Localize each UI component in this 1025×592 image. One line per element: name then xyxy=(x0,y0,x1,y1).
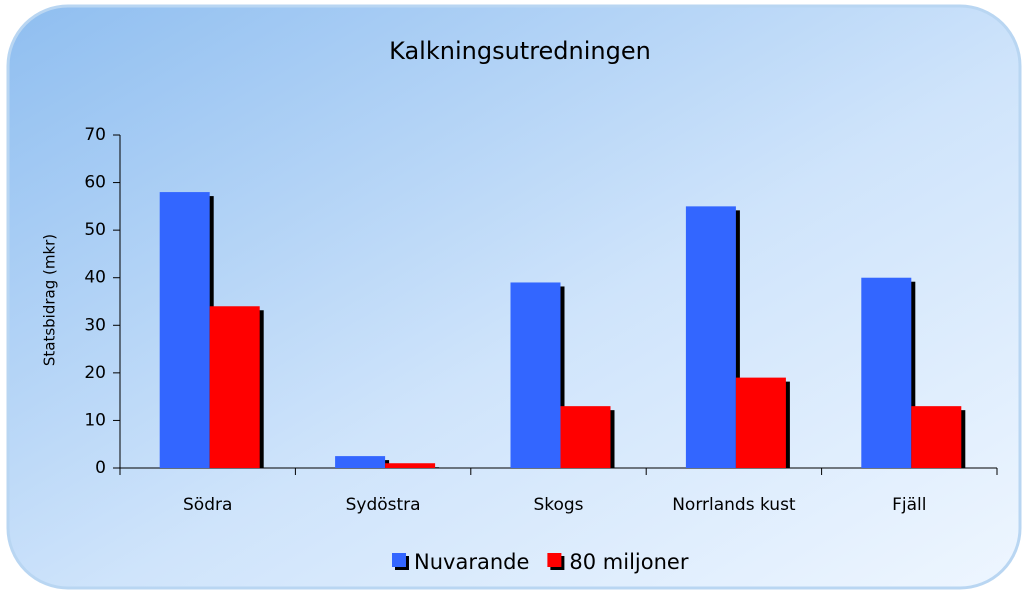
y-tick-label: 60 xyxy=(84,173,106,193)
legend-swatch xyxy=(547,553,562,567)
x-tick-label: Skogs xyxy=(533,495,583,515)
legend-swatch xyxy=(392,553,406,567)
y-tick-label: 40 xyxy=(84,268,106,288)
y-tick-label: 0 xyxy=(95,458,106,478)
x-tick-label: Södra xyxy=(183,495,232,515)
bar xyxy=(335,456,386,468)
y-tick-label: 20 xyxy=(84,363,106,383)
bar xyxy=(385,463,436,468)
bar xyxy=(159,192,210,469)
y-tick-label: 70 xyxy=(84,125,106,145)
legend-label: 80 miljoner xyxy=(569,550,688,574)
x-tick-label: Sydöstra xyxy=(346,495,421,515)
y-tick-label: 30 xyxy=(84,315,106,335)
chart-title: Kalkningsutredningen xyxy=(389,37,651,65)
bar xyxy=(685,206,736,468)
x-tick-label: Fjäll xyxy=(892,495,926,515)
bar xyxy=(560,406,611,468)
bar xyxy=(911,406,962,468)
bar xyxy=(735,377,786,468)
bar xyxy=(209,306,260,468)
y-axis-label: Statsbidrag (mkr) xyxy=(41,234,59,366)
legend-label: Nuvarande xyxy=(414,550,529,574)
y-tick-label: 10 xyxy=(84,410,106,430)
bar xyxy=(861,277,912,468)
x-tick-label: Norrlands kust xyxy=(672,495,796,515)
bar xyxy=(510,282,561,468)
y-tick-label: 50 xyxy=(84,220,106,240)
